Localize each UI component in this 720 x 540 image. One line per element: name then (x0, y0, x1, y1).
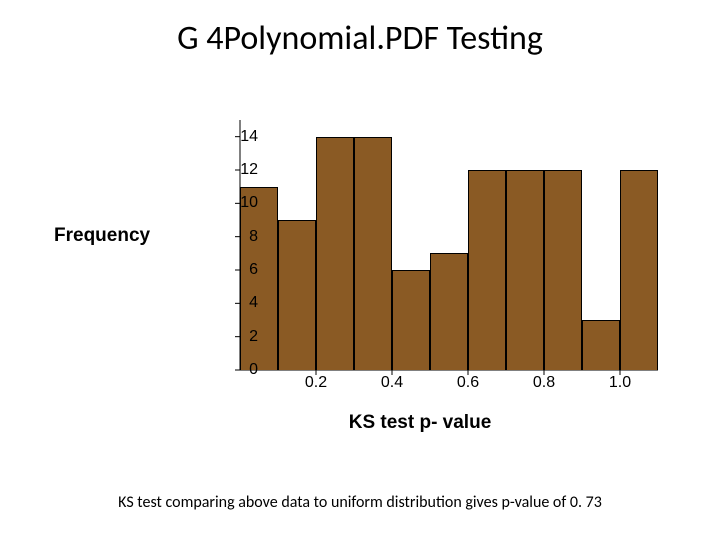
histogram-bar (278, 220, 316, 370)
y-tick-label: 4 (218, 294, 258, 312)
y-tick-label: 2 (218, 328, 258, 346)
y-tick-label: 0 (218, 361, 258, 379)
y-tick-label: 12 (218, 161, 258, 179)
page-title: G 4Polynomial.PDF Testing (0, 18, 720, 59)
y-tick-label: 6 (218, 261, 258, 279)
caption-text: KS test comparing above data to uniform … (0, 493, 720, 512)
x-tick-label: 0.2 (296, 374, 336, 392)
histogram-bar (392, 270, 430, 370)
histogram-bar (544, 170, 582, 370)
x-tick-label: 0.6 (448, 374, 488, 392)
histogram-bar (354, 137, 392, 370)
y-tick-label: 14 (218, 128, 258, 146)
y-tick-label: 10 (218, 194, 258, 212)
histogram-bar (620, 170, 658, 370)
x-axis-label: KS test p- value (0, 412, 720, 434)
plot-area (240, 120, 620, 370)
histogram-bar (430, 253, 468, 370)
histogram-bar (316, 137, 354, 370)
chart-container: 0 2 4 6 8 10 12 14 0.2 0.4 0.6 0.8 1.0 (70, 110, 650, 430)
histogram-bar (506, 170, 544, 370)
x-tick-label: 0.4 (372, 374, 412, 392)
x-tick-label: 1.0 (600, 374, 640, 392)
histogram-bar (582, 320, 620, 370)
histogram-bar (468, 170, 506, 370)
slide: G 4Polynomial.PDF Testing Frequency 0246… (0, 0, 720, 540)
y-tick-label: 8 (218, 228, 258, 246)
x-tick-label: 0.8 (524, 374, 564, 392)
